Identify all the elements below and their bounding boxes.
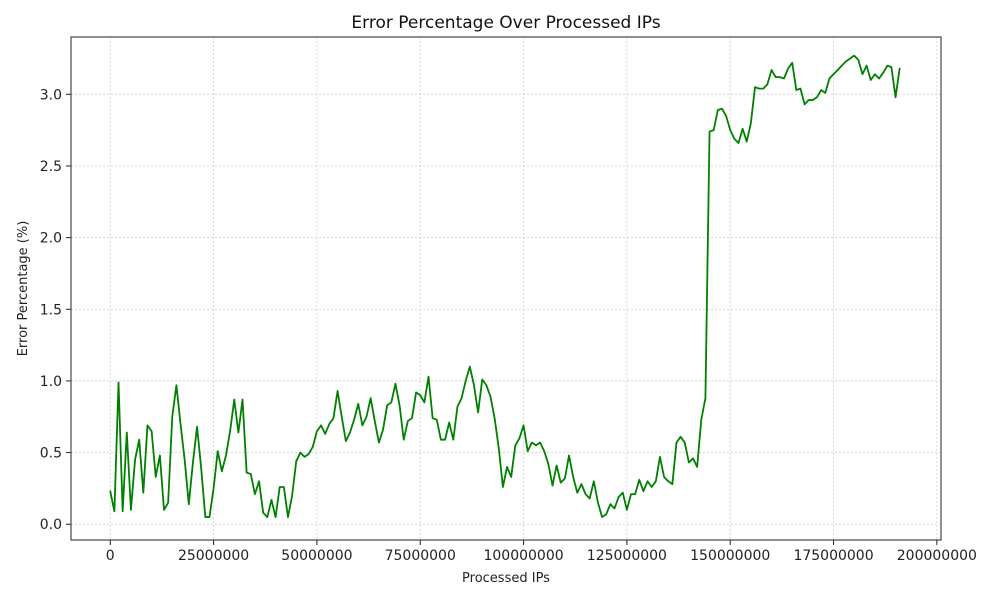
y-tick-label: 0.0 (40, 517, 62, 533)
series-layer (109, 54, 901, 518)
x-axis-ticks: 0 25000000 50000000 75000000 100000000 125000… (106, 540, 977, 564)
x-axis-title: Processed IPs (462, 571, 550, 586)
x-tick-label: 175000000 (793, 548, 873, 564)
x-tick-label: 125000000 (587, 548, 667, 564)
plot-frame (70, 36, 942, 541)
y-tick-label: 2.5 (40, 159, 62, 175)
x-tick-label: 100000000 (483, 548, 563, 564)
x-tick-label: 150000000 (690, 548, 770, 564)
y-axis-ticks: 0.0 0.5 1.0 1.5 2.0 2.5 3.0 (40, 87, 71, 533)
x-tick-label: 0 (106, 548, 115, 564)
y-tick-label: 1.0 (40, 374, 62, 390)
grid-lines (71, 37, 941, 540)
error-percentage-line (109, 54, 901, 518)
x-tick-label: 25000000 (178, 548, 249, 564)
y-tick-label: 0.5 (40, 446, 62, 462)
x-tick-label: 75000000 (385, 548, 456, 564)
x-tick-label: 50000000 (281, 548, 352, 564)
y-tick-label: 2.0 (40, 231, 62, 247)
x-tick-label: 200000000 (897, 548, 977, 564)
y-tick-label: 1.5 (40, 302, 62, 318)
y-tick-label: 3.0 (40, 87, 62, 103)
chart-title: Error Percentage Over Processed IPs (351, 13, 660, 33)
y-axis-title: Error Percentage (%) (16, 221, 31, 357)
